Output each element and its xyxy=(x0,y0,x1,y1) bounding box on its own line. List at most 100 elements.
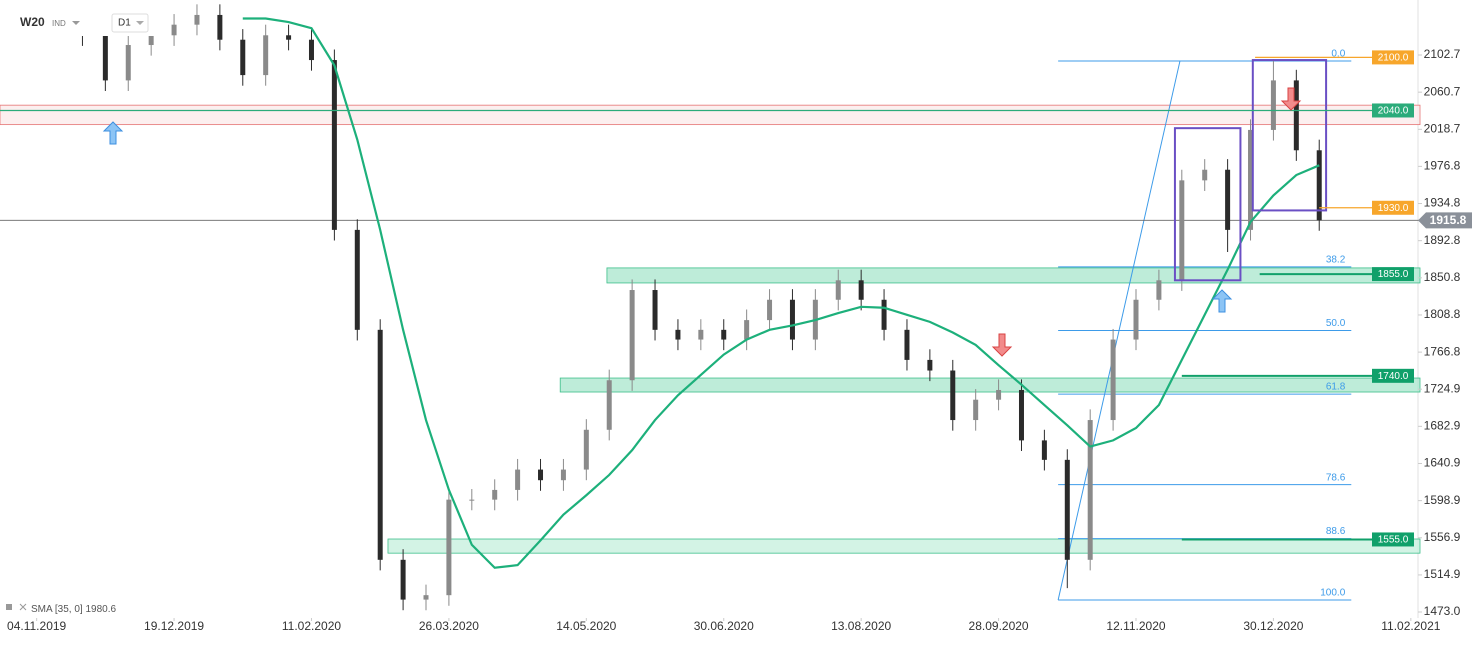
level-tag-label: 1855.0 xyxy=(1378,269,1409,280)
down-arrow xyxy=(991,333,1013,357)
dropdown-icon xyxy=(136,21,144,25)
y-tick-label: 1892.8 xyxy=(1424,233,1461,247)
level-tag xyxy=(1372,267,1414,282)
range-box xyxy=(1251,59,1328,212)
symbol: W20 xyxy=(20,15,45,29)
candle-body xyxy=(950,370,956,421)
candle-body xyxy=(538,469,544,481)
dropdown-icon[interactable] xyxy=(72,21,80,25)
candle-body xyxy=(148,35,154,46)
x-tick-label: 19.12.2019 xyxy=(144,619,204,633)
interval[interactable]: D1 xyxy=(118,18,131,29)
level-tag-label: 1555.0 xyxy=(1378,535,1409,546)
candle-body xyxy=(1225,169,1231,230)
level-tag-label: 1930.0 xyxy=(1378,203,1409,214)
sma-line xyxy=(242,17,1320,569)
y-tick-label: 1766.8 xyxy=(1424,344,1461,358)
candle-body xyxy=(1110,339,1116,421)
last-price-label: 1915.8 xyxy=(1430,213,1467,227)
fib-label: 61.8 xyxy=(1326,382,1346,393)
level-tag-label: 1740.0 xyxy=(1378,371,1409,382)
candle-body xyxy=(973,399,979,421)
level-tag xyxy=(1372,103,1414,118)
x-tick-label: 30.12.2020 xyxy=(1243,619,1303,633)
y-tick-label: 2060.7 xyxy=(1424,84,1461,98)
y-tick-label: 1598.9 xyxy=(1424,493,1461,507)
candle-body xyxy=(835,280,841,300)
last-price-tag xyxy=(1418,212,1472,229)
candle-body xyxy=(1133,299,1139,340)
candle-body xyxy=(744,320,750,340)
y-tick-label: 1640.9 xyxy=(1424,456,1461,470)
y-tick-label: 1850.8 xyxy=(1424,270,1461,284)
x-tick-label: 14.05.2020 xyxy=(556,619,616,633)
candle-body xyxy=(102,35,108,81)
fib-label: 78.6 xyxy=(1326,472,1346,483)
candle-body xyxy=(171,24,177,36)
candle-body xyxy=(354,229,360,330)
candle-body xyxy=(286,35,292,40)
candle-body xyxy=(469,499,475,501)
y-tick-label: 2102.7 xyxy=(1424,47,1461,61)
candle-body xyxy=(652,290,658,330)
fib-label: 38.2 xyxy=(1326,255,1346,266)
level-tag-label: 2040.0 xyxy=(1378,106,1409,117)
candle-body xyxy=(881,299,887,330)
candle-body xyxy=(240,39,246,76)
candle-body xyxy=(1041,440,1047,460)
sma-params: [35, 0] xyxy=(55,604,83,615)
candle-body xyxy=(377,329,383,560)
candle-body xyxy=(1064,459,1070,560)
candle-body xyxy=(606,380,612,430)
range-box xyxy=(1173,127,1242,282)
x-tick-label: 12.11.2020 xyxy=(1106,619,1165,633)
candle-body xyxy=(331,60,337,230)
candle-body xyxy=(583,429,589,470)
y-tick-label: 1682.9 xyxy=(1424,419,1461,433)
candle-body xyxy=(263,35,269,76)
y-tick-label: 1934.8 xyxy=(1424,196,1461,210)
candle-body xyxy=(400,559,406,600)
sma-name: SMA xyxy=(31,604,53,615)
x-tick-label: 13.08.2020 xyxy=(831,619,891,633)
candle-body xyxy=(904,329,910,360)
candle-body xyxy=(789,299,795,340)
candle-body xyxy=(1202,169,1208,181)
x-tick-label: 04.11.2019 xyxy=(7,619,66,633)
sma-last: 1980.6 xyxy=(86,604,117,615)
x-tick-label: 26.03.2020 xyxy=(419,619,479,633)
candle-body xyxy=(423,595,429,600)
zone xyxy=(606,267,1421,284)
candle-body xyxy=(767,299,773,321)
candle-body xyxy=(1270,80,1276,130)
y-tick-label: 1556.9 xyxy=(1424,530,1461,544)
x-tick-label: 11.02.2020 xyxy=(282,619,341,633)
down-arrow xyxy=(1280,87,1302,111)
candle-body xyxy=(858,280,864,300)
zone xyxy=(387,538,1421,554)
level-tag xyxy=(1372,532,1414,547)
up-arrow xyxy=(1211,289,1233,313)
x-tick-label: 11.02.2021 xyxy=(1381,619,1440,633)
candle-body xyxy=(1248,129,1254,230)
level-tag xyxy=(1372,368,1414,383)
candle-body xyxy=(1316,150,1322,221)
y-tick-label: 1724.9 xyxy=(1424,381,1461,395)
y-tick-label: 2018.7 xyxy=(1424,121,1461,135)
candle-body xyxy=(1087,420,1093,560)
candle-body xyxy=(446,499,452,596)
candle-body xyxy=(194,14,200,25)
x-tick-label: 30.06.2020 xyxy=(694,619,754,633)
up-arrow xyxy=(102,121,124,145)
legend-close[interactable] xyxy=(19,603,27,611)
interval-select[interactable] xyxy=(111,13,149,33)
legend-icon xyxy=(6,604,12,610)
candle-body xyxy=(308,39,314,61)
candle-body xyxy=(721,329,727,340)
level-tag xyxy=(1372,200,1414,215)
market: IND xyxy=(52,19,66,28)
sma-legend: SMA [35, 0] 1980.6 xyxy=(31,604,117,615)
plot-area: 0.0 38.2 50.0 61.8 78.6 88.6 100.0 2100.0 2040.0… xyxy=(0,4,1421,611)
candle-body xyxy=(1293,80,1299,151)
